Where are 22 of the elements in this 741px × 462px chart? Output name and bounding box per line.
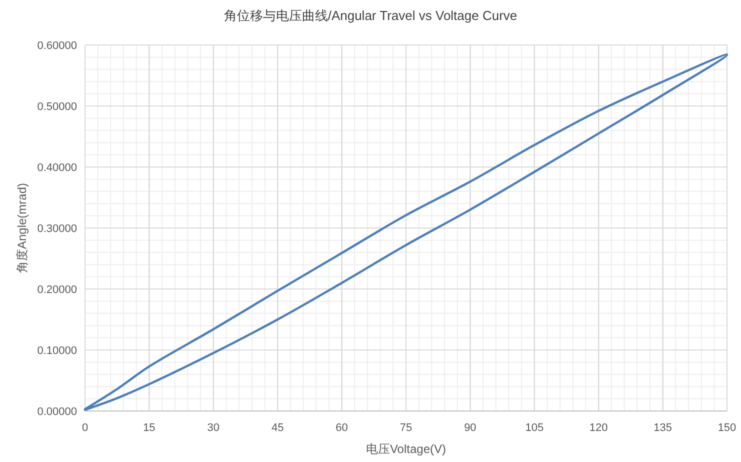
x-tick-label: 105	[525, 422, 544, 434]
x-tick-label: 15	[143, 422, 156, 434]
y-tick-label: 0.50000	[37, 101, 77, 113]
y-axis-title: 角度Angle(mrad)	[15, 182, 29, 274]
x-tick-label: 0	[82, 422, 88, 434]
y-tick-label: 0.30000	[37, 223, 77, 235]
x-tick-label: 75	[400, 422, 412, 434]
x-tick-label: 120	[589, 422, 608, 434]
y-tick-label: 0.40000	[37, 162, 77, 174]
x-tick-label: 135	[654, 422, 672, 434]
y-tick-label: 0.10000	[37, 345, 77, 357]
x-tick-label: 45	[271, 422, 284, 434]
chart-title: 角位移与电压曲线/Angular Travel vs Voltage Curve	[224, 8, 518, 23]
x-tick-label: 30	[207, 422, 220, 434]
y-tick-label: 0.20000	[37, 284, 77, 296]
x-axis-title: 电压Voltage(V)	[366, 442, 446, 456]
x-tick-label: 90	[464, 422, 476, 434]
y-tick-label: 0.60000	[37, 40, 77, 52]
line-series	[84, 54, 728, 411]
x-tick-label: 60	[336, 422, 348, 434]
y-tick-label: 0.00000	[37, 406, 77, 418]
x-tick-label: 150	[718, 422, 736, 434]
